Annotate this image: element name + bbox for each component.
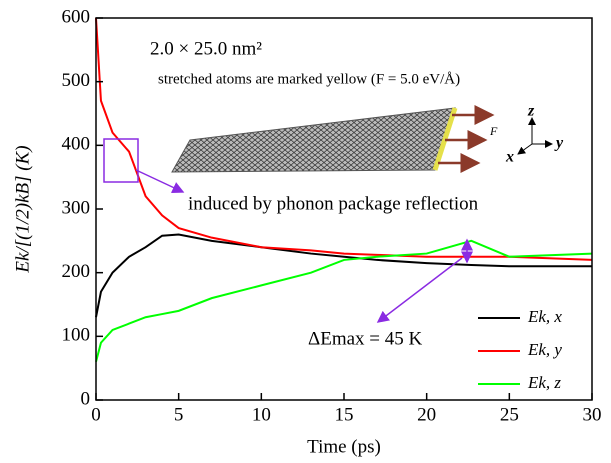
annotation: 2.0 × 25.0 nm² <box>150 38 262 59</box>
graphene-sheet <box>171 107 456 173</box>
annotation-arrow <box>135 169 185 193</box>
x-tick-label: 0 <box>91 404 101 425</box>
x-axis-label: Time (ps) <box>307 436 381 457</box>
legend-label: Ek, z <box>527 373 561 392</box>
y-axis-label: Ek/[(1/2)kB] (K) <box>12 145 33 273</box>
series-line <box>95 233 592 318</box>
x-tick-label: 20 <box>417 404 436 425</box>
axis-label: z <box>527 103 535 120</box>
legend-label: Ek, x <box>527 307 562 326</box>
x-tick-label: 5 <box>174 404 184 425</box>
y-tick-label: 500 <box>62 70 91 91</box>
series-line <box>95 239 593 363</box>
annotation: ΔEmax = 45 K <box>308 328 423 349</box>
x-tick-label: 30 <box>583 404 602 425</box>
highlight-box <box>103 138 139 183</box>
force-label: F <box>489 124 498 138</box>
annotation: stretched atoms are marked yellow (F = 5… <box>158 71 460 87</box>
y-tick-label: 200 <box>62 261 91 282</box>
y-tick-label: 300 <box>62 197 91 218</box>
y-tick-label: 400 <box>62 134 91 155</box>
y-tick-label: 100 <box>62 325 91 346</box>
x-tick-label: 10 <box>252 404 271 425</box>
annotation: induced by phonon package reflection <box>188 193 479 214</box>
series-line <box>95 17 593 261</box>
axis-label: y <box>554 135 564 152</box>
x-tick-label: 15 <box>335 404 354 425</box>
axis-label: x <box>505 149 514 166</box>
axis-arrow <box>517 143 533 155</box>
plot-area <box>95 17 593 363</box>
annotation-arrow <box>376 257 463 323</box>
x-tick-label: 25 <box>500 404 519 425</box>
y-tick-label: 600 <box>62 6 91 27</box>
legend-label: Ek, y <box>527 340 562 359</box>
y-tick-label: 0 <box>81 388 91 409</box>
